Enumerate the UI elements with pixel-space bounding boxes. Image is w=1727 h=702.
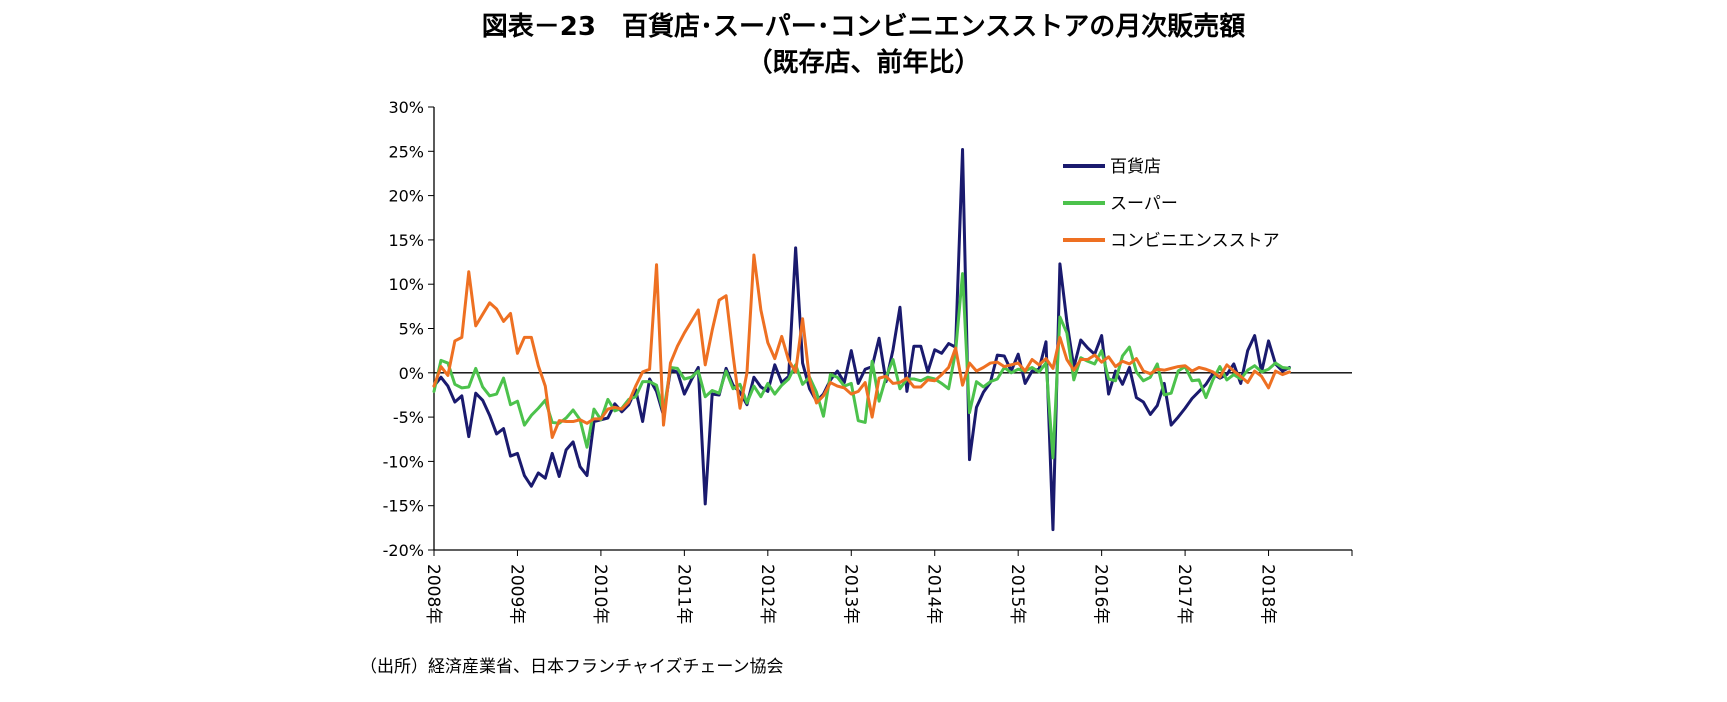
y-tick-label: 20% (388, 187, 424, 206)
x-tick-labels: 2008年 2009年 2010年 2011年 2012年 2013年 2014年 2015年… (423, 564, 1278, 624)
y-tick-label: -5% (393, 408, 424, 427)
legend-label: 百貨店 (1110, 157, 1161, 177)
y-tick-label: -20% (383, 541, 424, 560)
x-tick-label: 2009年 (506, 564, 526, 624)
y-tick-label: 15% (388, 231, 424, 250)
series-line (432, 148, 1291, 532)
y-tick-labels: -20% -15% -10% -5% 0% 5% 10% 15% 20% 25% 30% (383, 98, 424, 560)
x-tick-label: 2018年 (1258, 564, 1278, 624)
series-line (432, 253, 1291, 439)
x-tick-label: 2015年 (1007, 564, 1027, 624)
y-tick-label: 30% (388, 98, 424, 117)
x-tick-label: 2010年 (590, 564, 610, 624)
x-tick-label: 2011年 (673, 564, 693, 624)
chart-title: 図表－23 百貨店･スーパー･コンビニエンスストアの月次販売額 (481, 12, 1246, 42)
axes (428, 106, 1353, 556)
legend-label: コンビニエンスストア (1110, 231, 1280, 251)
chart-subtitle: （既存店、前年比） (746, 48, 981, 78)
legend-label: スーパー (1110, 194, 1178, 214)
x-tick-label: 2008年 (423, 564, 443, 624)
x-tick-label: 2013年 (840, 564, 860, 624)
y-tick-label: 10% (388, 275, 424, 294)
x-tick-label: 2014年 (924, 564, 944, 624)
y-tick-label: -10% (383, 452, 424, 471)
x-tick-label: 2017年 (1174, 564, 1194, 624)
y-tick-label: 25% (388, 142, 424, 161)
y-tick-label: 0% (399, 364, 424, 383)
y-tick-label: 5% (399, 320, 424, 339)
x-tick-label: 2012年 (757, 564, 777, 624)
y-tick-label: -15% (383, 497, 424, 516)
x-tick-label: 2016年 (1091, 564, 1111, 624)
source-note: （出所）経済産業省、日本フランチャイズチェーン協会 (360, 657, 784, 677)
series-lines (432, 148, 1291, 532)
series-line (432, 272, 1291, 460)
